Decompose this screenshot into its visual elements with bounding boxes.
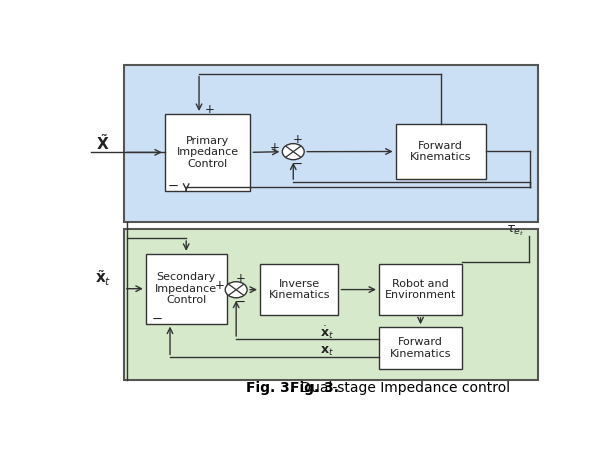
Bar <box>165 114 251 191</box>
Text: Fig. 3. Dual-stage Impedance control: Fig. 3. Dual-stage Impedance control <box>187 381 443 395</box>
Bar <box>146 254 227 324</box>
Text: Dual-stage Impedance control: Dual-stage Impedance control <box>296 381 510 395</box>
Text: +: + <box>214 279 225 292</box>
Text: +: + <box>236 271 246 285</box>
Text: Robot and
Environment: Robot and Environment <box>385 279 456 301</box>
Text: −: − <box>235 296 246 309</box>
Text: Forward
Kinematics: Forward Kinematics <box>390 337 451 359</box>
Text: −: − <box>292 158 303 171</box>
Bar <box>260 264 338 315</box>
Text: $\tilde{\mathbf{X}}$: $\tilde{\mathbf{X}}$ <box>96 133 110 153</box>
Text: +: + <box>204 103 214 116</box>
Text: Fig. 3.: Fig. 3. <box>246 381 295 395</box>
Circle shape <box>282 143 304 160</box>
Text: $\mathbf{x}_t$: $\mathbf{x}_t$ <box>320 345 333 358</box>
Text: Secondary
Impedance
Control: Secondary Impedance Control <box>155 272 217 305</box>
Text: Primary
Impedance
Control: Primary Impedance Control <box>177 136 239 169</box>
Text: $\tilde{\mathbf{x}}_t$: $\tilde{\mathbf{x}}_t$ <box>95 268 111 288</box>
Text: +: + <box>270 141 280 154</box>
Bar <box>124 229 538 380</box>
Bar <box>379 264 462 315</box>
Bar <box>124 65 538 222</box>
Text: $\dot{\mathbf{x}}_t$: $\dot{\mathbf{x}}_t$ <box>320 324 333 341</box>
Text: Inverse
Kinematics: Inverse Kinematics <box>268 279 330 301</box>
Text: −: − <box>167 180 179 193</box>
Circle shape <box>225 281 247 298</box>
Text: −: − <box>151 313 162 326</box>
Text: +: + <box>293 133 303 146</box>
Bar <box>395 124 486 178</box>
Text: Forward
Kinematics: Forward Kinematics <box>410 141 472 162</box>
Text: $\tau_{e_t}$: $\tau_{e_t}$ <box>505 224 524 238</box>
Text: Fig. 3.: Fig. 3. <box>290 381 339 395</box>
Bar <box>379 327 462 369</box>
